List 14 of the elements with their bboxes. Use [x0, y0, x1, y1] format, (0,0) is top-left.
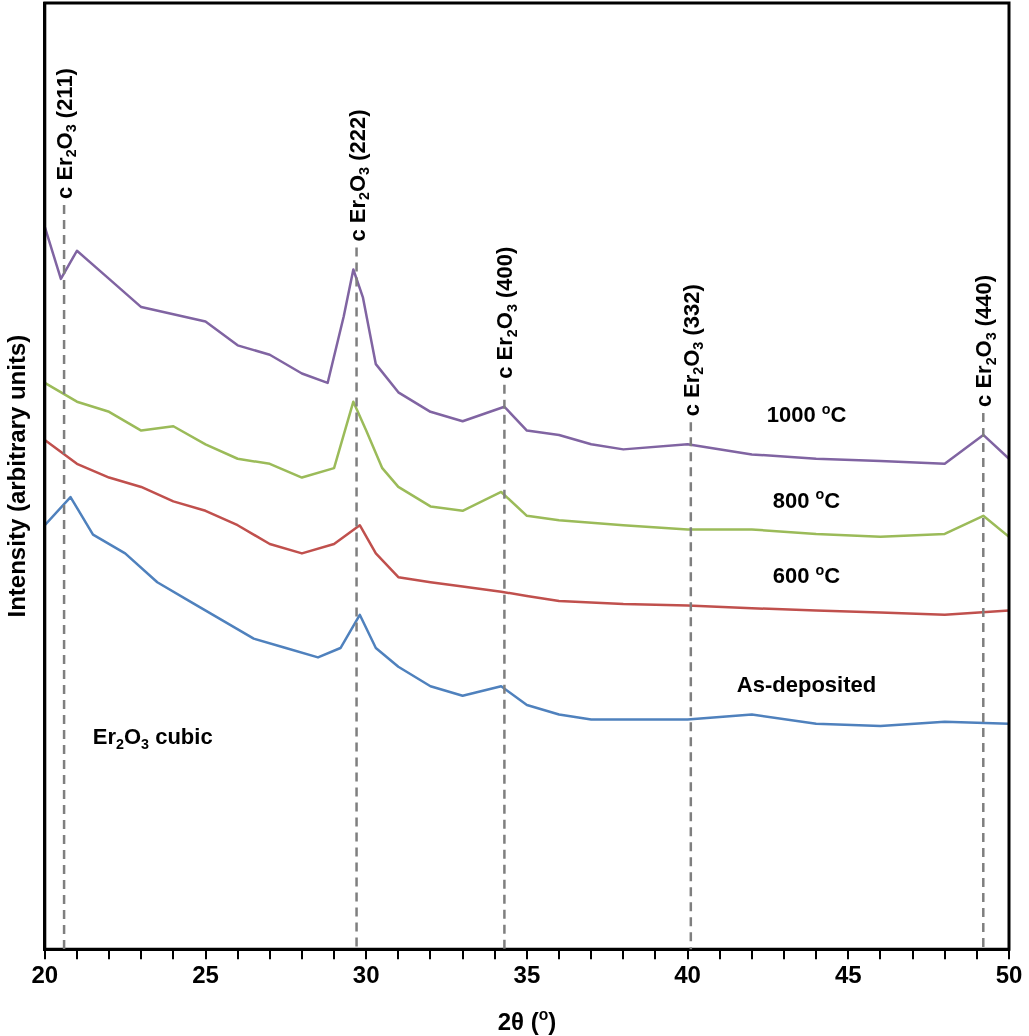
series-label: As-deposited — [736, 672, 877, 698]
x-tick-label: 30 — [352, 961, 380, 989]
y-axis-title: Intensity (arbitrary units) — [3, 334, 31, 618]
ref-line-label: c Er2O3 (440) — [971, 274, 999, 407]
ref-line-label: c Er2O3 (400) — [492, 246, 520, 379]
x-tick-label: 20 — [31, 961, 59, 989]
ref-line-label: c Er2O3 (332) — [678, 284, 707, 417]
ref-line-label: c Er2O3 (211) — [52, 68, 80, 199]
ref-line-label: c Er2O3 (222) — [344, 109, 372, 242]
x-tick-label: 40 — [674, 961, 701, 989]
x-tick-label: 35 — [513, 961, 541, 989]
x-tick-label: 50 — [995, 961, 1023, 989]
x-tick-label: 25 — [192, 961, 219, 989]
x-tick-label: 45 — [834, 961, 862, 989]
